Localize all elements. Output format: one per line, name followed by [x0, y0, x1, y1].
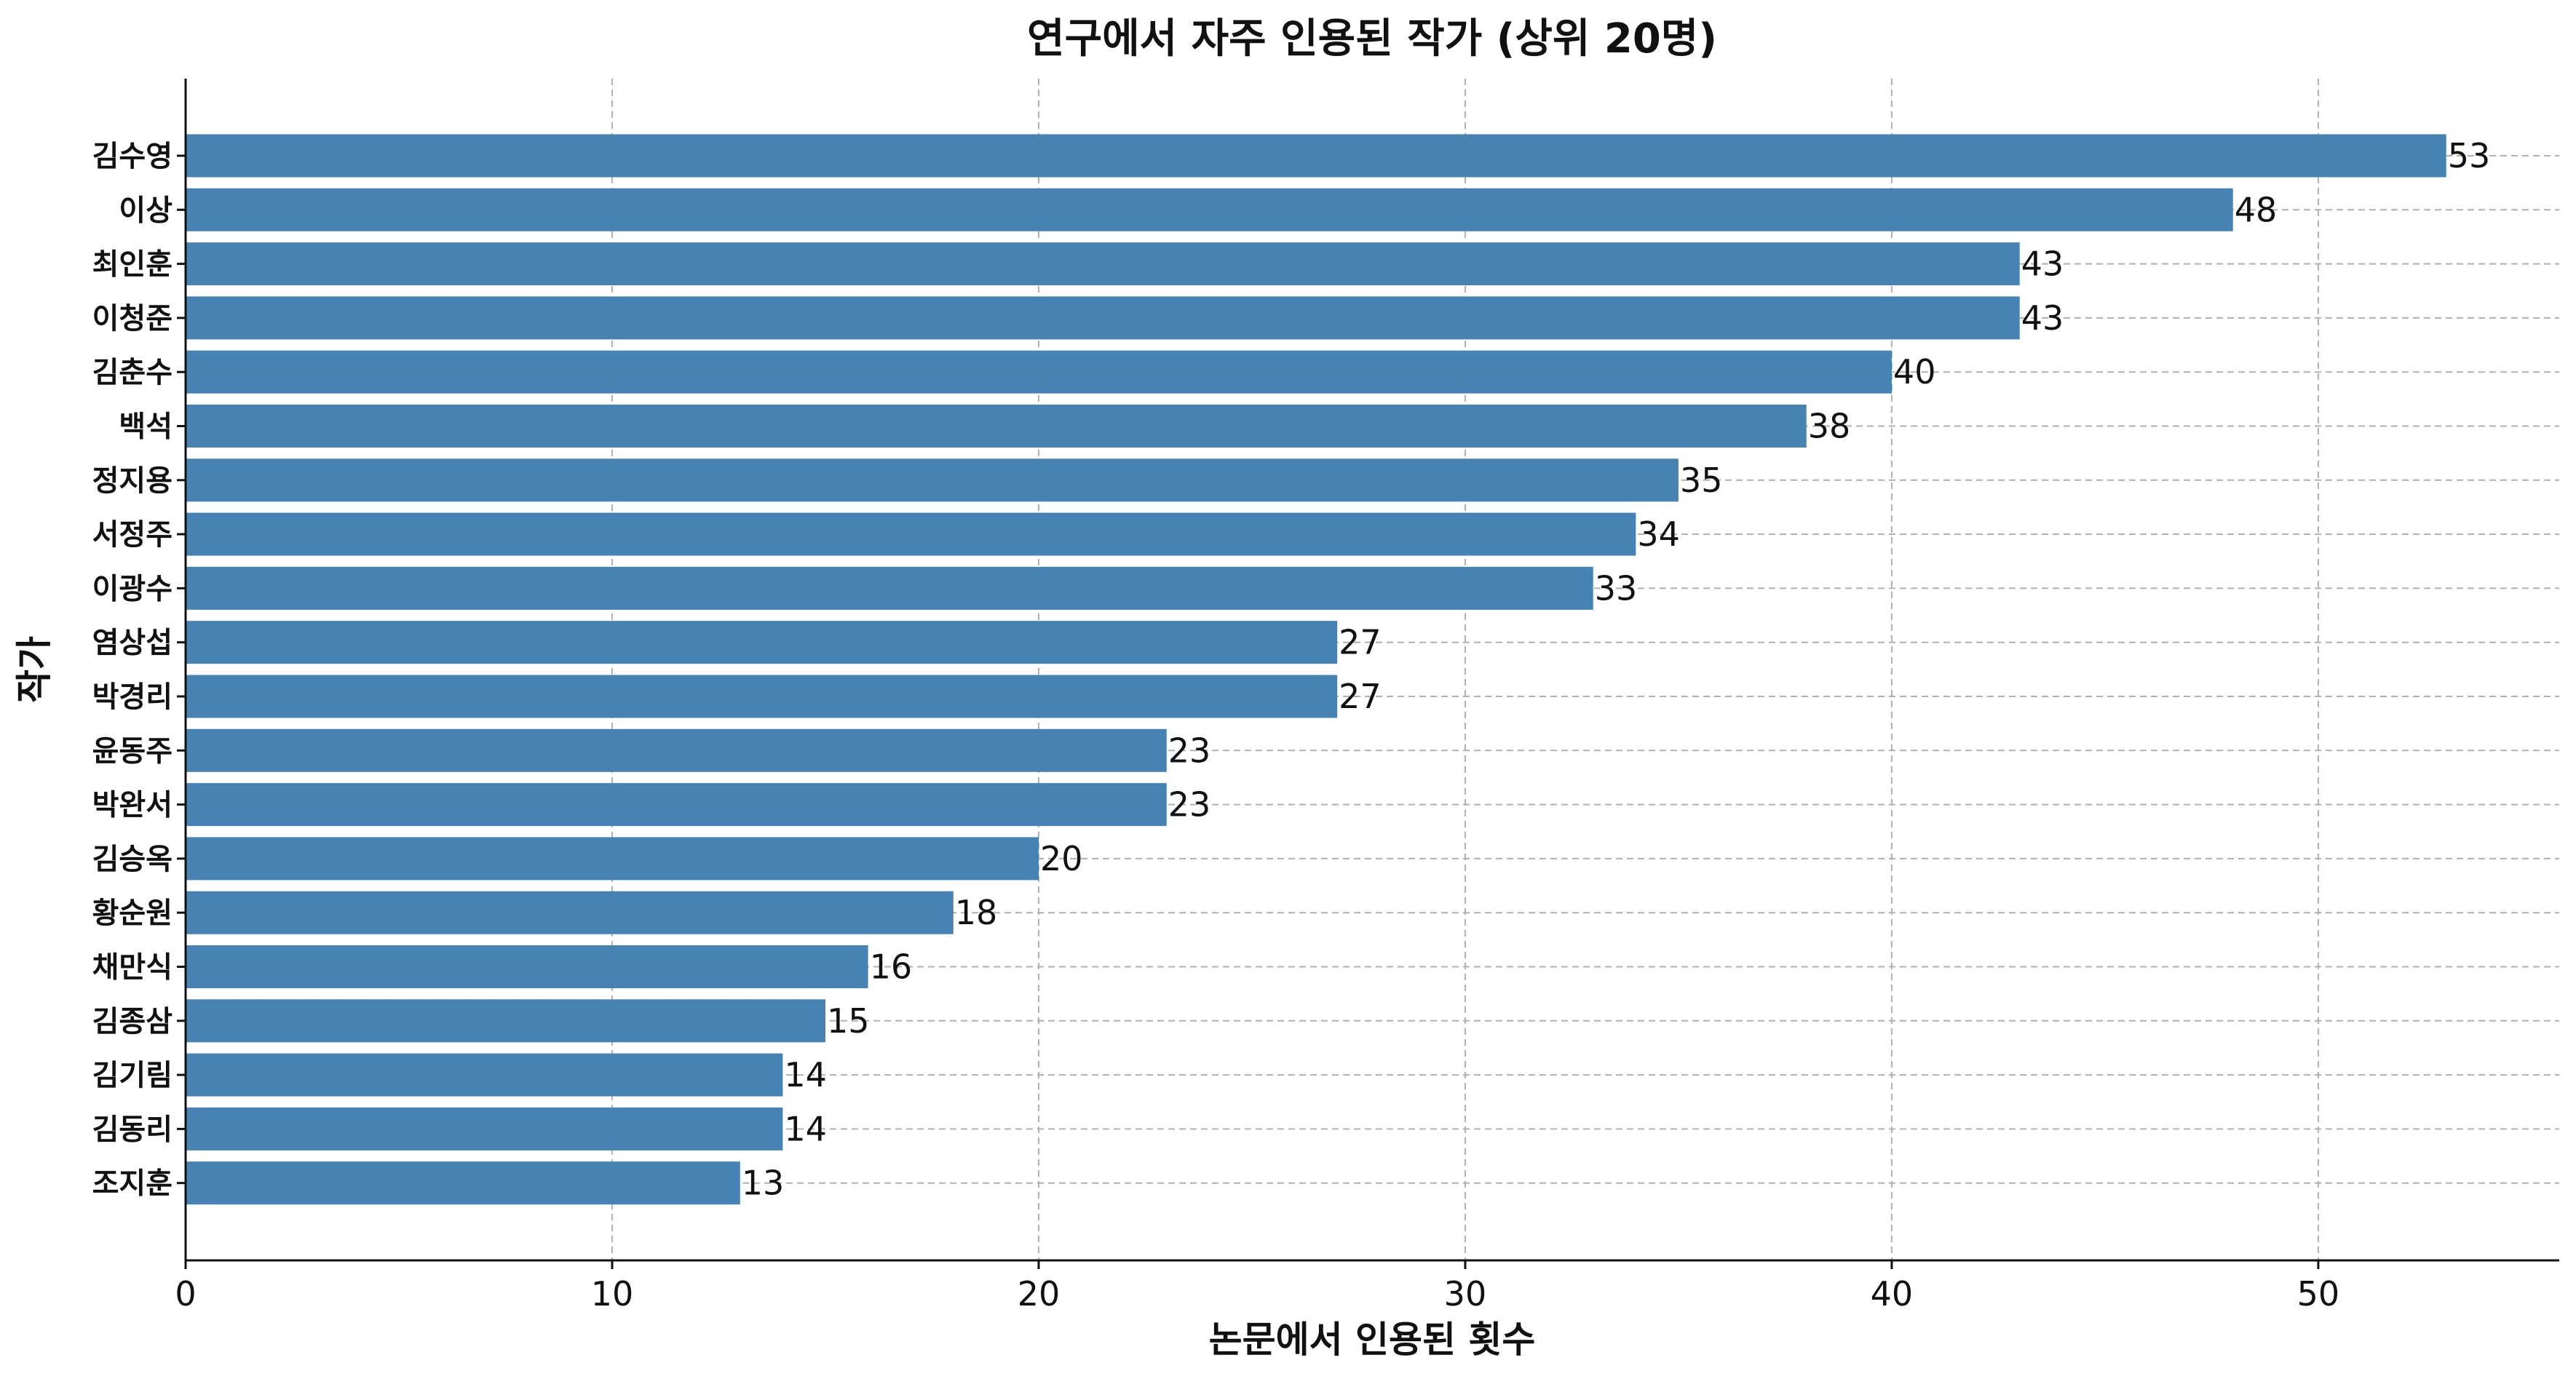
y-tick-label: 이청준 — [92, 302, 173, 335]
bar — [186, 296, 2020, 340]
bar — [186, 891, 954, 934]
y-tick-label: 이상 — [119, 194, 173, 227]
bars — [186, 134, 2446, 1205]
bar — [186, 621, 1338, 664]
data-label: 20 — [1040, 839, 1083, 878]
x-tick-label: 50 — [2297, 1274, 2340, 1314]
data-label: 14 — [784, 1055, 827, 1094]
bar — [186, 188, 2233, 231]
x-tick-label: 0 — [175, 1274, 196, 1314]
data-label: 38 — [1808, 407, 1851, 446]
data-label: 43 — [2021, 245, 2064, 284]
bar — [186, 405, 1807, 448]
x-tick-label: 10 — [591, 1274, 634, 1314]
y-tick-label: 염상섭 — [92, 627, 173, 660]
y-tick-label: 황순원 — [92, 897, 173, 930]
data-label: 34 — [1637, 514, 1680, 554]
y-tick-label: 김동리 — [92, 1113, 173, 1146]
bar — [186, 458, 1679, 502]
y-tick-labels: 김수영이상최인훈이청준김춘수백석정지용서정주이광수염상섭박경리윤동주박완서김승옥… — [92, 140, 186, 1201]
data-label: 40 — [1893, 352, 1936, 392]
y-tick-label: 박경리 — [92, 680, 173, 714]
data-label: 27 — [1339, 677, 1382, 716]
data-label: 13 — [742, 1164, 785, 1203]
y-tick-label: 이광수 — [92, 572, 173, 605]
data-label: 53 — [2448, 136, 2491, 175]
x-tick-label: 20 — [1018, 1274, 1061, 1314]
bar — [186, 728, 1167, 772]
bar — [186, 1107, 783, 1150]
y-tick-label: 최인훈 — [92, 248, 173, 282]
data-label: 27 — [1339, 623, 1382, 662]
y-tick-label: 김수영 — [92, 140, 173, 173]
y-tick-label: 김기림 — [92, 1059, 173, 1092]
data-label: 48 — [2235, 190, 2278, 229]
x-tick-labels: 0 10 20 30 40 50 — [175, 1260, 2339, 1314]
y-tick-label: 조지훈 — [92, 1167, 173, 1201]
y-tick-label: 박완서 — [92, 789, 173, 822]
x-tick-label: 30 — [1444, 1274, 1487, 1314]
data-label: 23 — [1168, 731, 1211, 770]
bar — [186, 512, 1636, 556]
bar — [186, 1053, 783, 1097]
y-axis-label: 작가 — [13, 636, 55, 703]
data-label: 15 — [827, 1001, 870, 1041]
y-tick-label: 김종삼 — [92, 1005, 173, 1038]
bar — [186, 134, 2446, 178]
bar — [186, 242, 2020, 286]
y-tick-label: 김승옥 — [92, 843, 173, 876]
data-label: 16 — [870, 947, 913, 987]
bar — [186, 675, 1338, 718]
bar — [186, 999, 825, 1043]
bar — [186, 945, 868, 988]
data-label: 35 — [1680, 461, 1723, 500]
axes — [184, 79, 2559, 1262]
data-label: 23 — [1168, 785, 1211, 824]
data-label: 33 — [1595, 568, 1638, 608]
y-tick-label: 채만식 — [92, 951, 173, 985]
chart-title: 연구에서 자주 인용된 작가 (상위 20명) — [1027, 15, 1717, 63]
data-label: 14 — [784, 1109, 827, 1148]
x-axis-label: 논문에서 인용된 횟수 — [1209, 1319, 1536, 1361]
bar — [186, 837, 1039, 881]
y-tick-label: 정지용 — [92, 464, 173, 498]
y-tick-label: 백석 — [119, 410, 173, 444]
bar — [186, 566, 1593, 610]
x-tick-label: 40 — [1871, 1274, 1914, 1314]
y-tick-label: 서정주 — [92, 518, 173, 552]
data-label: 43 — [2021, 298, 2064, 338]
bar — [186, 1161, 740, 1205]
bar — [186, 350, 1892, 394]
y-tick-label: 김춘수 — [92, 356, 173, 389]
data-label: 18 — [955, 893, 998, 932]
y-tick-label: 윤동주 — [92, 734, 173, 768]
bar — [186, 783, 1167, 827]
